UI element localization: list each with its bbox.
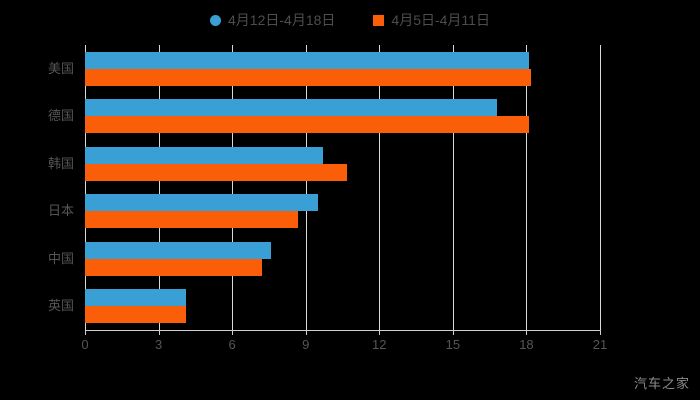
x-tick-label-3: 3 bbox=[154, 337, 163, 352]
plot-area bbox=[85, 45, 601, 331]
bar-德国-series-2[interactable] bbox=[85, 116, 529, 134]
bar-group bbox=[85, 235, 600, 283]
legend-item-series-1[interactable]: 4月12日-4月18日 bbox=[210, 13, 335, 27]
x-tick-label-15: 15 bbox=[445, 337, 461, 352]
bar-group bbox=[85, 93, 600, 141]
x-tick-mark-15 bbox=[452, 330, 454, 335]
watermark: 汽车之家 bbox=[633, 376, 690, 391]
y-tick-label-韩国: 韩国 bbox=[47, 155, 74, 171]
x-tick-label-18: 18 bbox=[519, 337, 534, 352]
x-tick-mark-6 bbox=[232, 330, 234, 335]
y-tick-label-德国: 德国 bbox=[47, 108, 74, 124]
bar-group bbox=[85, 188, 600, 236]
x-tick-mark-0 bbox=[85, 330, 86, 335]
bar-美国-series-1[interactable] bbox=[85, 51, 529, 69]
gridline-x-6 bbox=[232, 45, 234, 330]
y-tick-label-日本: 日本 bbox=[47, 203, 74, 219]
y-axis: 美国德国韩国日本中国英国 bbox=[0, 45, 74, 330]
x-tick-mark-21 bbox=[600, 330, 601, 335]
gridline-x-15 bbox=[452, 45, 454, 330]
gridline-x-18 bbox=[526, 45, 528, 330]
legend-label-series-1: 4月12日-4月18日 bbox=[228, 12, 336, 28]
gridline-x-3 bbox=[158, 45, 160, 330]
x-tick-label-9: 9 bbox=[302, 337, 310, 352]
bar-group bbox=[85, 45, 600, 93]
y-tick-label-美国: 美国 bbox=[47, 60, 74, 76]
legend-label-series-2: 4月5日-4月11日 bbox=[391, 12, 490, 28]
x-tick-label-6: 6 bbox=[228, 337, 236, 352]
bar-德国-series-1[interactable] bbox=[85, 99, 497, 117]
legend-item-series-2[interactable]: 4月5日-4月11日 bbox=[373, 13, 490, 27]
bar-中国-series-2[interactable] bbox=[85, 258, 262, 276]
bar-group bbox=[85, 283, 600, 331]
bar-中国-series-1[interactable] bbox=[85, 241, 272, 259]
x-tick-label-21: 21 bbox=[592, 337, 608, 352]
gridline-x-0 bbox=[85, 45, 86, 330]
legend-square-icon bbox=[373, 14, 385, 26]
x-axis-line bbox=[85, 330, 600, 331]
x-tick-mark-12 bbox=[379, 330, 381, 335]
chart-legend: 4月12日-4月18日 4月5日-4月11日 bbox=[0, 8, 700, 32]
bar-日本-series-1[interactable] bbox=[85, 194, 318, 212]
bar-英国-series-2[interactable] bbox=[85, 306, 186, 324]
gridline-x-9 bbox=[305, 45, 307, 330]
y-tick-label-英国: 英国 bbox=[47, 298, 74, 314]
gridline-x-12 bbox=[379, 45, 381, 330]
gridline-x-21 bbox=[600, 45, 601, 330]
x-tick-mark-3 bbox=[158, 330, 160, 335]
legend-circle-icon bbox=[210, 14, 222, 26]
x-tick-label-0: 0 bbox=[81, 337, 89, 352]
bar-日本-series-2[interactable] bbox=[85, 211, 299, 229]
bar-英国-series-1[interactable] bbox=[85, 289, 186, 307]
bar-韩国-series-1[interactable] bbox=[85, 146, 323, 164]
bar-group bbox=[85, 140, 600, 188]
bar-韩国-series-2[interactable] bbox=[85, 163, 348, 181]
y-tick-label-中国: 中国 bbox=[47, 250, 74, 266]
x-tick-mark-9 bbox=[305, 330, 307, 335]
x-tick-label-12: 12 bbox=[372, 337, 387, 352]
bar-美国-series-2[interactable] bbox=[85, 68, 532, 86]
x-tick-mark-18 bbox=[526, 330, 528, 335]
